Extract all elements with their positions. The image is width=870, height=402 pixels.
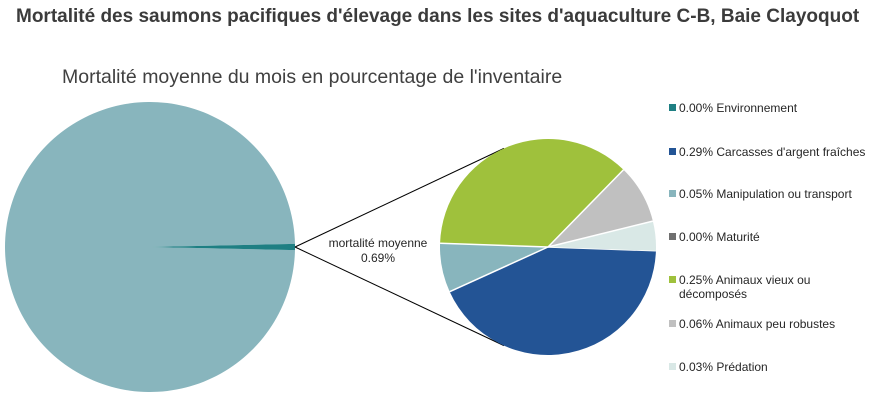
legend-label: 0.29% Carcasses d'argent fraîches xyxy=(679,145,866,159)
breakdown-slice-separator xyxy=(547,169,625,248)
main-slice-data-label: mortalité moyenne 0.69% xyxy=(318,236,438,266)
legend-label: 0.03% Prédation xyxy=(679,360,768,374)
callout-label: mortalité moyenne xyxy=(328,236,428,250)
legend-label: 0.05% Manipulation ou transport xyxy=(679,187,852,201)
legend-label: 0.00% Maturité xyxy=(679,230,760,244)
breakdown-slice-1 xyxy=(449,247,656,355)
breakdown-slice-separator xyxy=(440,242,549,248)
breakdown-slice-separator xyxy=(449,246,549,293)
breakdown-slice-5 xyxy=(548,169,653,247)
legend-swatch xyxy=(669,363,676,370)
breakdown-pie xyxy=(440,138,656,355)
connector-bottom xyxy=(294,246,505,347)
legend-swatch xyxy=(669,104,676,111)
breakdown-slice-2 xyxy=(440,243,548,292)
breakdown-slice-4 xyxy=(440,138,624,247)
chart-title: Mortalité des saumons pacifiques d'éleva… xyxy=(16,6,860,27)
legend-swatch xyxy=(669,148,676,155)
legend-swatch xyxy=(669,276,676,283)
main-pie xyxy=(5,102,296,393)
breakdown-slice-separator xyxy=(547,220,654,248)
legend-label: 0.25% Animaux vieux ou décomposés xyxy=(679,273,811,301)
legend-label: 0.00% Environnement xyxy=(679,101,798,115)
connector-lines xyxy=(294,147,505,347)
chart-subtitle: Mortalité moyenne du mois en pourcentage… xyxy=(62,66,563,88)
legend-swatch xyxy=(669,320,676,327)
legend-swatch xyxy=(669,190,676,197)
callout-value: 0.69% xyxy=(360,251,396,265)
main-pie-slice-large xyxy=(5,102,295,393)
breakdown-slice-6 xyxy=(548,221,656,251)
legend-swatch xyxy=(669,233,676,240)
legend-label: 0.06% Animaux peu robustes xyxy=(679,317,836,331)
main-pie-slice-mortality xyxy=(150,243,296,251)
connector-top xyxy=(294,147,505,248)
